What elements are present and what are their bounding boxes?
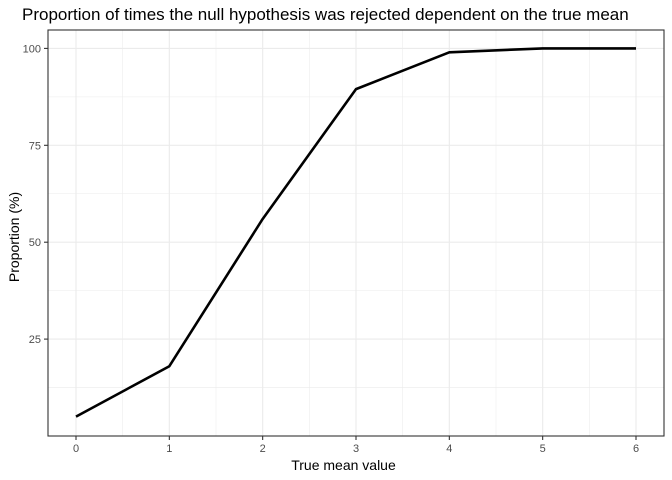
y-tick-label: 75 — [29, 140, 41, 152]
y-axis-title: Proportion (%) — [6, 192, 22, 282]
x-tick-label: 4 — [446, 443, 452, 455]
series-line — [75, 47, 636, 418]
x-axis: 0 1 2 3 4 5 6 — [73, 436, 639, 455]
x-tick-label: 1 — [166, 443, 172, 455]
x-tick-label: 2 — [260, 443, 266, 455]
x-tick-label: 0 — [73, 443, 79, 455]
series-layer — [75, 47, 636, 418]
y-tick-label: 50 — [29, 237, 41, 249]
x-tick-label: 3 — [353, 443, 359, 455]
y-tick-label: 25 — [29, 334, 41, 346]
y-tick-label: 100 — [23, 43, 41, 55]
x-tick-label: 5 — [540, 443, 546, 455]
y-axis: 25 50 75 100 — [23, 43, 48, 346]
major-gridlines — [48, 30, 664, 436]
x-tick-label: 6 — [633, 443, 639, 455]
x-axis-title: True mean value — [291, 457, 396, 473]
chart-title: Proportion of times the null hypothesis … — [22, 5, 629, 24]
